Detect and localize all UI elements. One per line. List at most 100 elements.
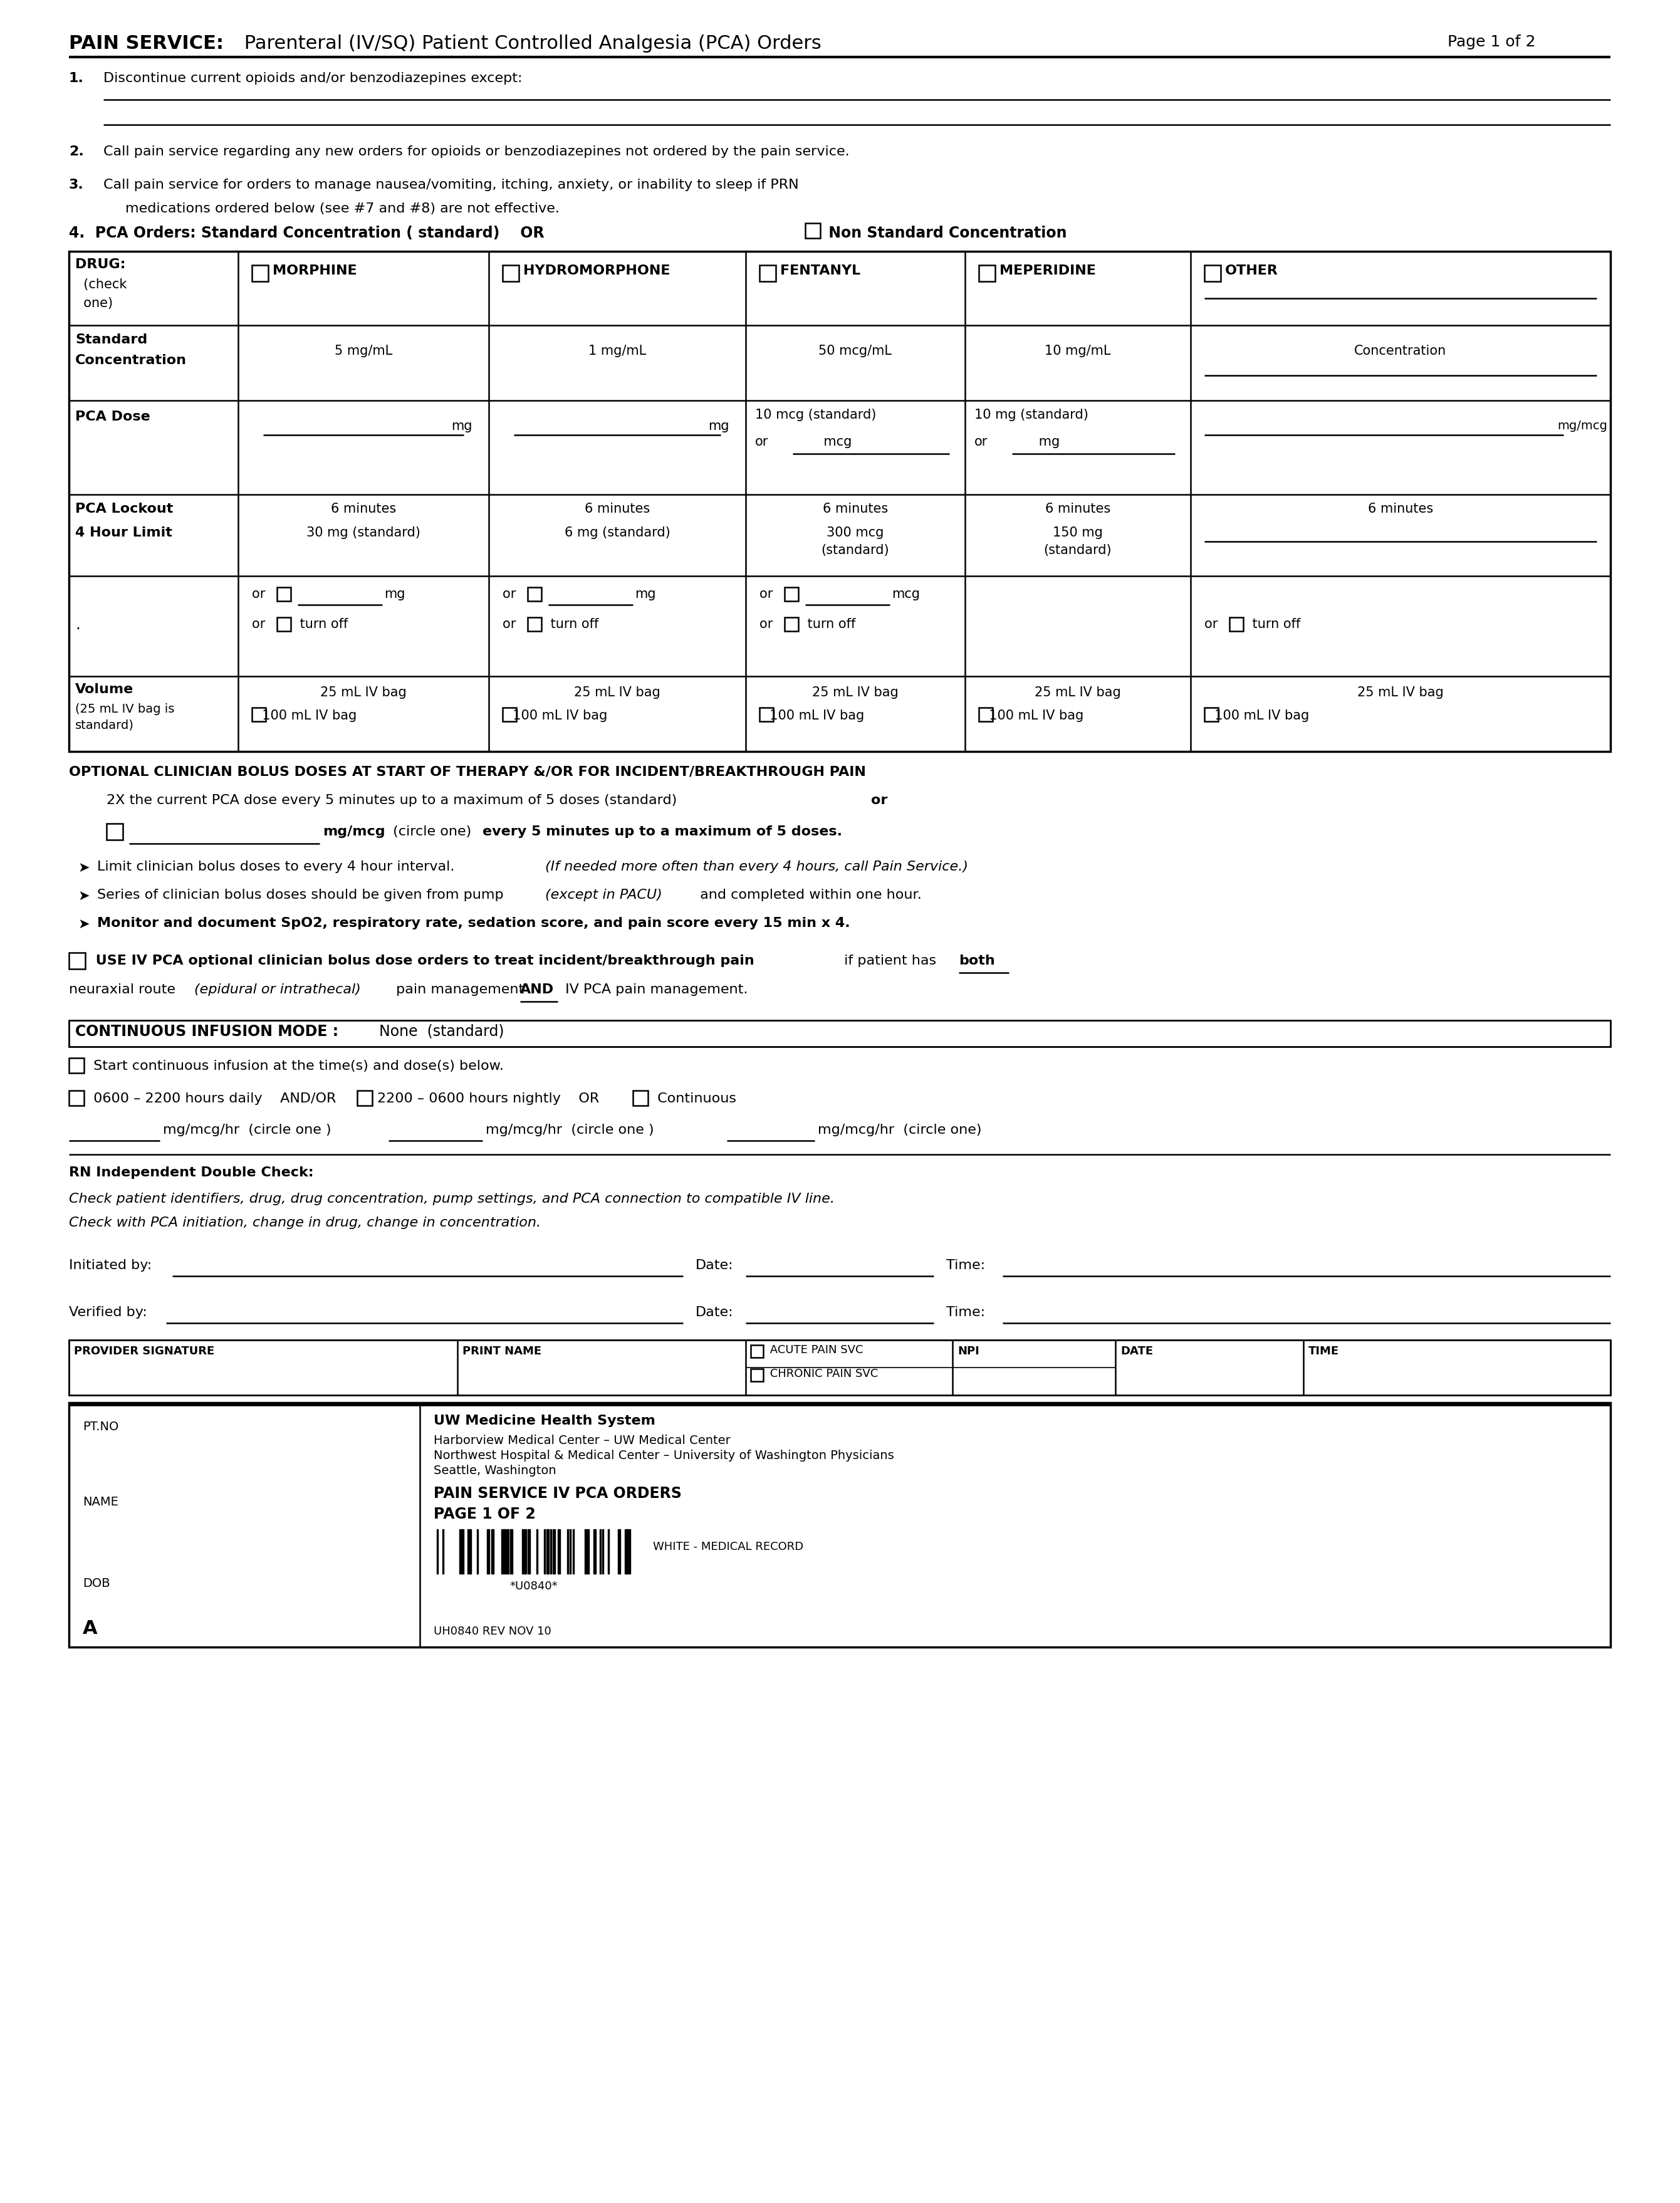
- Text: *U0840*: *U0840*: [511, 1580, 558, 1591]
- Text: Time:: Time:: [946, 1258, 984, 1271]
- Text: OTHER: OTHER: [1225, 264, 1278, 278]
- Text: AND: AND: [521, 983, 554, 996]
- Text: PRINT NAME: PRINT NAME: [462, 1346, 541, 1357]
- Text: or: or: [252, 588, 269, 599]
- Bar: [358, 1090, 373, 1106]
- Text: PROVIDER SIGNATURE: PROVIDER SIGNATURE: [74, 1346, 215, 1357]
- Text: 1.: 1.: [69, 73, 84, 84]
- Text: USE IV PCA optional clinician bolus dose orders to treat incident/breakthrough p: USE IV PCA optional clinician bolus dose…: [91, 954, 754, 967]
- Text: .: .: [76, 617, 81, 632]
- Text: Date:: Date:: [696, 1306, 734, 1317]
- Text: ➤: ➤: [79, 919, 91, 930]
- Text: IV PCA pain management.: IV PCA pain management.: [561, 983, 748, 996]
- Text: PCA Dose: PCA Dose: [76, 410, 150, 423]
- Text: Parenteral (IV/SQ) Patient Controlled Analgesia (PCA) Orders: Parenteral (IV/SQ) Patient Controlled An…: [239, 35, 822, 53]
- Text: 150 mg: 150 mg: [1053, 527, 1102, 540]
- Bar: [751, 1368, 763, 1381]
- Text: (25 mL IV bag is: (25 mL IV bag is: [76, 703, 175, 716]
- Text: PAIN SERVICE:: PAIN SERVICE:: [69, 35, 223, 53]
- Text: 6 minutes: 6 minutes: [331, 502, 396, 516]
- Text: Check patient identifiers, drug, drug concentration, pump settings, and PCA conn: Check patient identifiers, drug, drug co…: [69, 1192, 835, 1205]
- Text: PCA Lockout: PCA Lockout: [76, 502, 173, 516]
- Text: mg/mcg/hr  (circle one): mg/mcg/hr (circle one): [818, 1124, 981, 1137]
- Bar: [751, 1346, 763, 1357]
- Text: turn off: turn off: [546, 617, 598, 630]
- Text: (If needed more often than every 4 hours, call Pain Service.): (If needed more often than every 4 hours…: [546, 861, 968, 872]
- Text: turn off: turn off: [1248, 617, 1300, 630]
- Text: 300 mcg: 300 mcg: [827, 527, 884, 540]
- Text: Initiated by:: Initiated by:: [69, 1258, 151, 1271]
- Text: Date:: Date:: [696, 1258, 734, 1271]
- Text: or: or: [252, 617, 269, 630]
- Text: or: or: [759, 617, 778, 630]
- Text: 0600 – 2200 hours daily    AND/OR: 0600 – 2200 hours daily AND/OR: [89, 1093, 354, 1104]
- Text: 6 minutes: 6 minutes: [1045, 502, 1110, 516]
- Text: 25 mL IV bag: 25 mL IV bag: [321, 685, 407, 698]
- Text: RN Independent Double Check:: RN Independent Double Check:: [69, 1165, 314, 1179]
- Text: (except in PACU): (except in PACU): [546, 888, 662, 901]
- Text: 50 mcg/mL: 50 mcg/mL: [818, 344, 892, 357]
- Bar: [69, 954, 86, 969]
- Text: Call pain service regarding any new orders for opioids or benzodiazepines not or: Call pain service regarding any new orde…: [104, 145, 850, 159]
- Text: Volume: Volume: [76, 683, 134, 696]
- Text: 100 mL IV bag: 100 mL IV bag: [504, 709, 608, 723]
- Text: 6 minutes: 6 minutes: [1368, 502, 1433, 516]
- Text: Series of clinician bolus doses should be given from pump: Series of clinician bolus doses should b…: [97, 888, 507, 901]
- Text: standard): standard): [76, 720, 134, 731]
- Text: 25 mL IV bag: 25 mL IV bag: [575, 685, 660, 698]
- Text: CONTINUOUS INFUSION MODE :: CONTINUOUS INFUSION MODE :: [76, 1024, 338, 1040]
- Text: 100 mL IV bag: 100 mL IV bag: [1206, 709, 1309, 723]
- Bar: [252, 707, 265, 723]
- Text: 30 mg (standard): 30 mg (standard): [306, 527, 420, 540]
- Text: mg/mcg/hr  (circle one ): mg/mcg/hr (circle one ): [486, 1124, 654, 1137]
- Text: (epidural or intrathecal): (epidural or intrathecal): [195, 983, 361, 996]
- Text: or: or: [754, 436, 768, 447]
- Bar: [277, 588, 291, 601]
- Text: 100 mL IV bag: 100 mL IV bag: [981, 709, 1084, 723]
- Text: Call pain service for orders to manage nausea/vomiting, itching, anxiety, or ina: Call pain service for orders to manage n…: [104, 178, 798, 192]
- Text: (standard): (standard): [822, 544, 889, 557]
- Text: 4.  PCA Orders: Standard Concentration ( standard)    OR: 4. PCA Orders: Standard Concentration ( …: [69, 225, 564, 240]
- Text: neuraxial route: neuraxial route: [69, 983, 180, 996]
- Text: Seattle, Washington: Seattle, Washington: [433, 1465, 556, 1476]
- Text: (circle one): (circle one): [388, 826, 475, 837]
- Text: PAIN SERVICE IV PCA ORDERS: PAIN SERVICE IV PCA ORDERS: [433, 1485, 682, 1500]
- Bar: [785, 617, 798, 632]
- Text: Concentration: Concentration: [1354, 344, 1446, 357]
- Text: Limit clinician bolus doses to every 4 hour interval.: Limit clinician bolus doses to every 4 h…: [97, 861, 464, 872]
- Text: turn off: turn off: [296, 617, 348, 630]
- Text: 25 mL IV bag: 25 mL IV bag: [811, 685, 899, 698]
- Text: mg/mcg: mg/mcg: [1557, 421, 1608, 432]
- Text: Harborview Medical Center – UW Medical Center: Harborview Medical Center – UW Medical C…: [433, 1434, 731, 1445]
- Text: 3.: 3.: [69, 178, 84, 192]
- Bar: [277, 617, 291, 632]
- Text: or: or: [974, 436, 988, 447]
- Text: MORPHINE: MORPHINE: [272, 264, 356, 278]
- Text: Verified by:: Verified by:: [69, 1306, 148, 1317]
- Text: 100 mL IV bag: 100 mL IV bag: [254, 709, 356, 723]
- Text: Monitor and document SpO2, respiratory rate, sedation score, and pain score ever: Monitor and document SpO2, respiratory r…: [97, 916, 850, 930]
- Text: NPI: NPI: [958, 1346, 979, 1357]
- Text: or: or: [759, 588, 778, 599]
- Text: PAGE 1 OF 2: PAGE 1 OF 2: [433, 1507, 536, 1522]
- Text: PT.NO: PT.NO: [82, 1421, 119, 1432]
- Bar: [1230, 617, 1243, 632]
- Text: mcg: mcg: [795, 436, 852, 447]
- Text: if patient has: if patient has: [840, 954, 941, 967]
- Text: Page 1 of 2: Page 1 of 2: [1448, 35, 1536, 48]
- Text: MEPERIDINE: MEPERIDINE: [1000, 264, 1095, 278]
- Text: medications ordered below (see #7 and #8) are not effective.: medications ordered below (see #7 and #8…: [126, 203, 559, 216]
- Bar: [805, 225, 820, 238]
- Text: 10 mg/mL: 10 mg/mL: [1045, 344, 1110, 357]
- Text: mg: mg: [452, 421, 472, 432]
- Text: UH0840 REV NOV 10: UH0840 REV NOV 10: [433, 1626, 551, 1637]
- Text: 2X the current PCA dose every 5 minutes up to a maximum of 5 doses (standard): 2X the current PCA dose every 5 minutes …: [106, 793, 682, 806]
- Text: or: or: [1205, 617, 1221, 630]
- Bar: [759, 267, 776, 282]
- Text: Concentration: Concentration: [76, 355, 186, 366]
- Text: DATE: DATE: [1121, 1346, 1152, 1357]
- Text: mcg: mcg: [892, 588, 921, 599]
- Text: one): one): [76, 297, 113, 311]
- Text: 10 mcg (standard): 10 mcg (standard): [754, 408, 877, 421]
- Text: (check: (check: [76, 278, 126, 291]
